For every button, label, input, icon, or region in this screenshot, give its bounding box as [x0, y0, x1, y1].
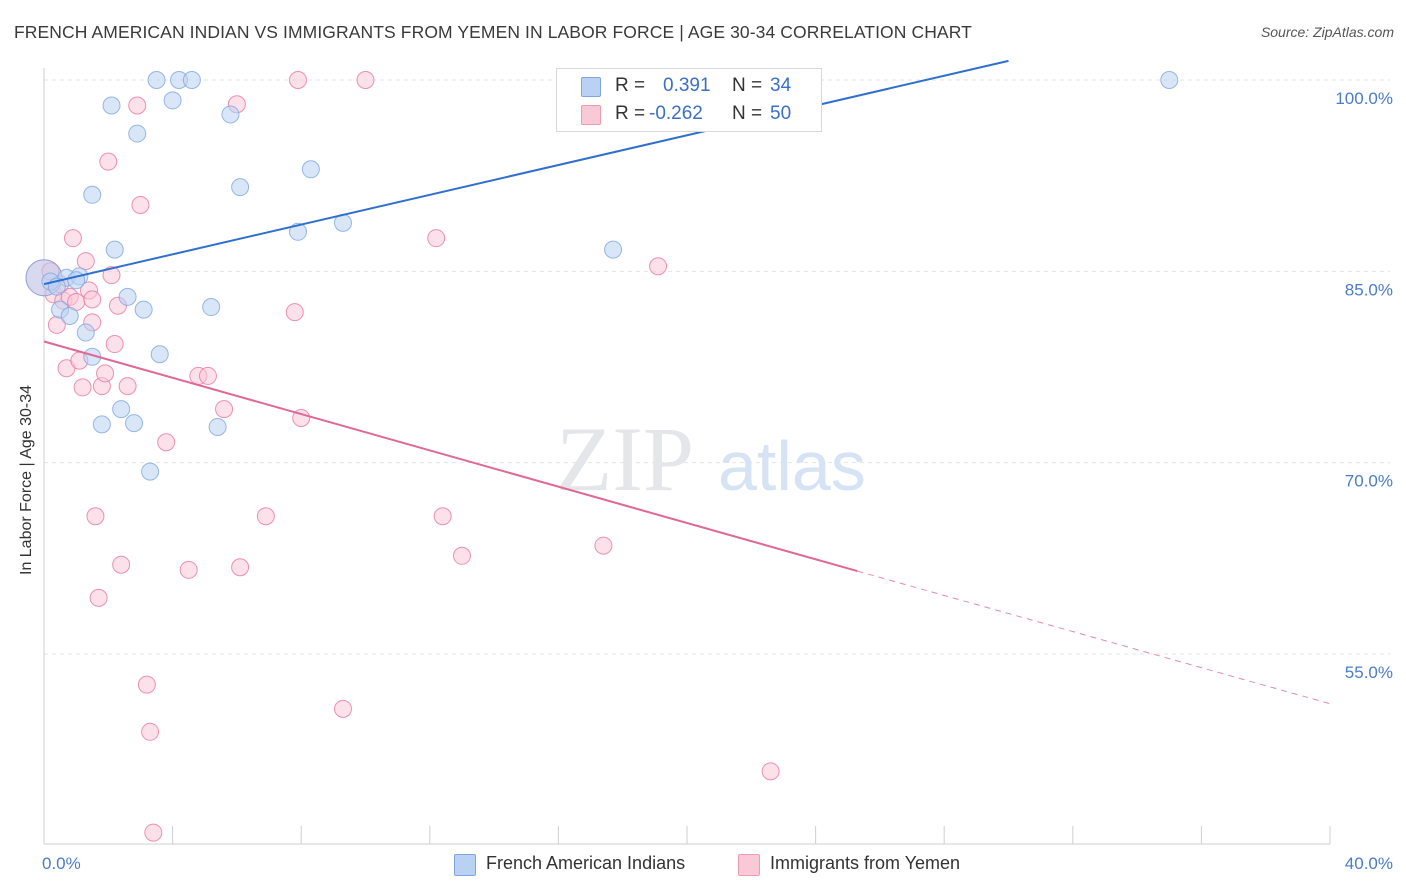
data-point-french-american-indian — [147, 71, 166, 89]
data-point-french-american-indian — [163, 91, 182, 110]
tick-labels: 55.0% 70.0% 85.0% 100.0% 0.0% 40.0% — [42, 89, 1393, 873]
y-tick-label: 100.0% — [1335, 89, 1393, 108]
watermark-atlas: atlas — [718, 427, 866, 505]
legend-label: French American Indians — [486, 853, 686, 873]
data-point-yemen — [594, 536, 613, 555]
data-point-french-american-indian — [141, 462, 160, 481]
gridlines — [44, 79, 1390, 655]
x-tick-label: 0.0% — [42, 854, 81, 873]
data-point-yemen — [144, 823, 163, 842]
data-point-yemen — [99, 152, 118, 171]
series-french-american-indian-points — [25, 71, 1179, 481]
r-value: -0.262 — [649, 103, 703, 124]
data-point-yemen — [96, 364, 115, 383]
r-label: R = — [615, 75, 646, 96]
legend-swatch-pink — [738, 854, 760, 876]
data-point-yemen — [333, 699, 352, 718]
n-value: 34 — [770, 75, 792, 96]
n-label: N = — [732, 75, 763, 96]
data-point-yemen — [157, 433, 176, 452]
data-point-yemen — [63, 229, 82, 248]
data-point-yemen — [256, 507, 275, 526]
data-point-french-american-indian — [125, 414, 144, 433]
data-point-french-american-indian — [128, 124, 147, 143]
data-point-yemen — [427, 229, 446, 248]
y-tick-label: 70.0% — [1345, 472, 1393, 491]
data-point-french-american-indian — [301, 160, 320, 179]
data-point-french-american-indian — [208, 417, 227, 436]
data-point-french-american-indian — [288, 222, 307, 241]
data-point-yemen — [112, 555, 131, 574]
axes — [43, 68, 1331, 845]
data-point-french-american-indian — [182, 71, 201, 89]
data-point-french-american-indian — [105, 240, 124, 259]
data-point-french-american-indian — [92, 415, 111, 434]
data-point-yemen — [215, 400, 234, 419]
data-point-french-american-indian — [221, 105, 240, 124]
watermark-zip: ZIP — [556, 408, 694, 510]
stats-swatch-pink — [581, 105, 601, 125]
data-point-french-american-indian — [60, 306, 79, 325]
data-point-french-american-indian — [202, 298, 221, 317]
trend-line-french-american-indian — [43, 59, 1009, 286]
data-point-yemen — [288, 71, 307, 89]
trend-lines — [43, 59, 1331, 705]
data-point-french-american-indian — [134, 300, 153, 319]
r-value: 0.391 — [663, 75, 711, 96]
data-point-yemen — [761, 762, 780, 781]
stats-swatch-blue — [581, 77, 601, 97]
legend-label: Immigrants from Yemen — [770, 853, 961, 873]
data-point-yemen — [89, 588, 108, 607]
data-point-yemen — [198, 366, 217, 385]
data-point-yemen — [73, 378, 92, 397]
data-point-yemen — [452, 546, 471, 565]
data-point-yemen — [137, 675, 156, 694]
data-point-yemen — [102, 266, 121, 285]
trend-line-yemen-extrapolated — [857, 570, 1331, 705]
data-point-french-american-indian — [118, 287, 137, 306]
data-point-french-american-indian — [231, 178, 250, 197]
data-point-yemen — [231, 558, 250, 577]
source-label: Source: ZipAtlas.com — [1260, 24, 1394, 40]
data-point-yemen — [649, 257, 668, 276]
legend-swatch-blue — [454, 854, 476, 876]
chart-title: FRENCH AMERICAN INDIAN VS IMMIGRANTS FRO… — [14, 22, 972, 42]
n-label: N = — [732, 103, 763, 124]
x-tick-label: 40.0% — [1345, 854, 1393, 873]
data-point-yemen — [83, 290, 102, 309]
data-point-yemen — [179, 560, 198, 579]
data-point-yemen — [356, 71, 375, 89]
y-tick-label: 85.0% — [1345, 280, 1393, 299]
data-point-french-american-indian — [150, 345, 169, 364]
data-point-yemen — [76, 252, 95, 271]
watermark: ZIP atlas — [556, 408, 866, 510]
r-label: R = — [615, 103, 646, 124]
data-point-french-american-indian — [1160, 71, 1179, 89]
data-point-french-american-indian — [83, 185, 102, 204]
data-point-yemen — [285, 303, 304, 322]
data-point-french-american-indian — [604, 240, 623, 259]
data-point-yemen — [433, 507, 452, 526]
data-point-yemen — [105, 335, 124, 354]
data-point-french-american-indian — [76, 323, 95, 342]
data-point-yemen — [128, 96, 147, 115]
data-point-yemen — [118, 377, 137, 396]
n-value: 50 — [770, 103, 792, 124]
stats-legend-box: R = 0.391 N = 34 R = -0.262 N = 50 — [556, 68, 822, 132]
data-point-yemen — [131, 196, 150, 215]
data-point-french-american-indian — [102, 96, 121, 115]
data-point-french-american-indian — [112, 400, 131, 419]
trend-line-yemen — [43, 340, 858, 573]
data-point-yemen — [141, 722, 160, 741]
data-point-yemen — [86, 507, 105, 526]
y-tick-label: 55.0% — [1345, 663, 1393, 682]
